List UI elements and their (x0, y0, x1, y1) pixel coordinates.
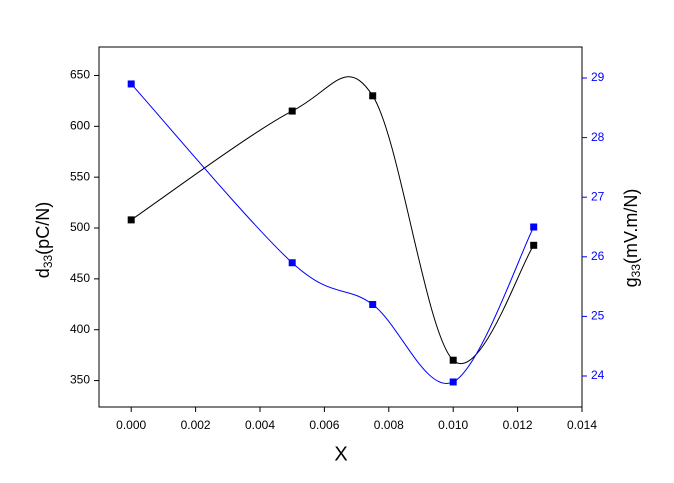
y-label-sub: 33 (41, 254, 55, 268)
x-tick-label: 0.010 (438, 418, 468, 432)
series-line (130, 76, 535, 364)
y-label-unit: (pC/N) (33, 202, 53, 255)
y-tick-label: 550 (70, 169, 90, 183)
y-axis-label: d33(pC/N) (33, 202, 55, 278)
point-marker (127, 216, 135, 224)
point-marker (530, 223, 538, 231)
plot-frame (98, 46, 583, 408)
y-tick-label: 350 (70, 373, 90, 387)
x-tick-label: 0.002 (181, 418, 211, 432)
point-marker (449, 378, 457, 386)
point-marker (127, 80, 135, 88)
point-marker (449, 356, 457, 364)
point-marker (288, 259, 296, 267)
y2-tick-label: 27 (591, 189, 605, 203)
point-marker (530, 241, 538, 249)
x-tick-label: 0.000 (116, 418, 146, 432)
y-tick-label: 400 (70, 322, 90, 336)
y2-label-main: g (621, 277, 641, 287)
x-tick-label: 0.004 (245, 418, 275, 432)
y-label-main: d (33, 268, 53, 278)
y2-axis-label: g33(mV.m/N) (621, 189, 643, 288)
y2-label-sub: 33 (629, 264, 643, 278)
x-tick-label: 0.014 (567, 418, 597, 432)
x-axis-label: X (334, 443, 347, 465)
point-marker (369, 92, 377, 100)
y2-tick-label: 28 (591, 130, 605, 144)
point-marker (369, 300, 377, 308)
y2-label-unit: (mV.m/N) (621, 189, 641, 264)
y2-tick-label: 29 (591, 70, 605, 84)
y-tick-label: 650 (70, 68, 90, 82)
x-tick-label: 0.012 (503, 418, 533, 432)
y2-tick-label: 24 (591, 368, 605, 382)
series-line (130, 83, 535, 385)
y-tick-label: 500 (70, 220, 90, 234)
y-tick-label: 450 (70, 271, 90, 285)
y2-tick-label: 25 (591, 309, 605, 323)
y-tick-label: 600 (70, 118, 90, 132)
x-tick-label: 0.008 (374, 418, 404, 432)
point-marker (288, 107, 296, 115)
y2-tick-label: 26 (591, 249, 605, 263)
x-tick-label: 0.006 (309, 418, 339, 432)
